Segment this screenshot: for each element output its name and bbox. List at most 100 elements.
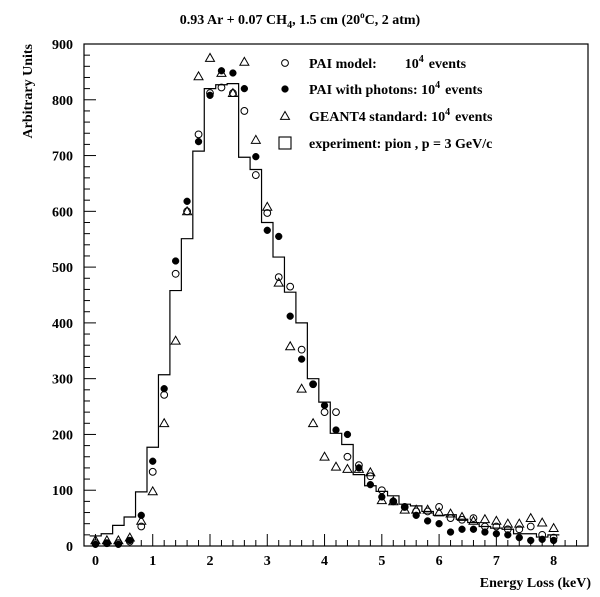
data-point [479,513,491,524]
data-point [204,52,216,62]
series-2 [90,52,559,545]
data-point [342,463,353,473]
x-tick-label: 0 [92,554,99,569]
data-point [307,417,319,428]
data-point [366,472,375,481]
data-point [353,463,365,473]
data-point [446,514,455,523]
data-point [158,417,170,428]
data-point [502,518,514,528]
data-point [481,528,489,536]
data-point [330,461,342,471]
data-point [526,522,535,531]
y-tick-label: 600 [52,205,73,220]
legend-item: experiment: pion , p = 3 GeV/c [278,136,492,152]
x-tick-label: 2 [207,554,214,569]
data-point [549,536,558,545]
x-tick-label: 1 [149,554,156,569]
data-point [137,522,146,531]
data-point [284,340,296,351]
data-point [160,390,169,399]
chart-title-end: C, 2 atm) [365,13,421,28]
chart-title-main: 0.93 Ar + 0.07 CH [180,13,287,28]
data-point [513,518,525,528]
legend-marker [278,136,292,150]
x-tick-label: 7 [493,554,500,569]
chart-title: 0.93 Ar + 0.07 CH4, 1.5 cm (20oC, 2 atm) [180,10,421,31]
x-axis-label: Energy Loss (keV) [480,576,592,591]
chart-title-rest: , 1.5 cm (20 [292,13,360,28]
data-point [387,495,399,506]
data-point [309,380,317,388]
legend-label-text: PAI with photons: 10 [309,83,435,98]
data-point [332,426,340,434]
x-tick-label: 8 [550,554,557,569]
legend-label: experiment: pion , p = 3 GeV/c [309,137,492,152]
legend-item: GEANT4 standard: 104 events [279,107,493,125]
data-point [124,532,136,542]
legend-label-text: experiment: pion , p = 3 GeV/c [309,137,492,152]
data-point [135,515,147,525]
data-point [446,528,455,536]
data-point [422,504,433,514]
data-point [469,525,478,533]
legend-label: PAI with photons: 104 events [309,80,483,98]
y-axis-label: Arbitrary Units [21,43,36,138]
data-point [250,134,262,144]
y-tick-label: 700 [52,150,73,165]
legend-count: 10 [405,57,419,72]
data-point [320,408,329,417]
data-point [217,83,226,92]
legend-exponent: 4 [419,54,424,65]
legend-suffix: events [429,57,467,72]
data-point [548,522,559,533]
data-point [365,466,376,477]
data-point [113,534,124,545]
data-point [527,536,535,545]
y-tick-label: 300 [52,373,73,388]
data-point [296,383,307,393]
data-point [229,69,237,77]
data-point [91,540,100,548]
data-point [377,486,386,495]
legend-item: PAI model: 104 events [281,54,467,72]
histogram-line [89,83,560,538]
legend-marker [281,85,289,93]
data-point [504,531,512,539]
data-point [103,539,111,547]
data-point [148,467,157,476]
data-point [536,517,548,527]
data-point [273,277,285,287]
data-point [492,530,501,538]
data-point [286,312,294,320]
data-point [366,480,375,489]
x-tick-label: 5 [378,554,385,569]
data-point [399,504,411,514]
data-point [240,84,249,93]
series-1 [91,67,558,548]
data-point [261,201,273,211]
data-point [525,512,537,522]
data-point [171,257,180,265]
data-point [239,56,250,66]
data-point [90,534,101,545]
data-point [194,137,203,146]
data-point [491,515,502,525]
data-point [343,452,352,461]
data-point [458,525,466,533]
data-point [194,130,203,139]
legend-suffix: events [445,83,483,98]
data-point [515,533,523,542]
data-point [445,508,456,518]
data-point [181,205,193,216]
data-point [240,107,249,115]
legend-exponent: 4 [445,107,450,118]
data-point [423,517,432,525]
legend-marker [281,59,289,67]
legend-label: GEANT4 standard: 104 events [309,107,493,125]
data-point [147,485,159,496]
y-tick-label: 100 [52,484,73,499]
data-point [286,282,295,291]
legend-label: PAI model: 104 events [309,54,467,72]
